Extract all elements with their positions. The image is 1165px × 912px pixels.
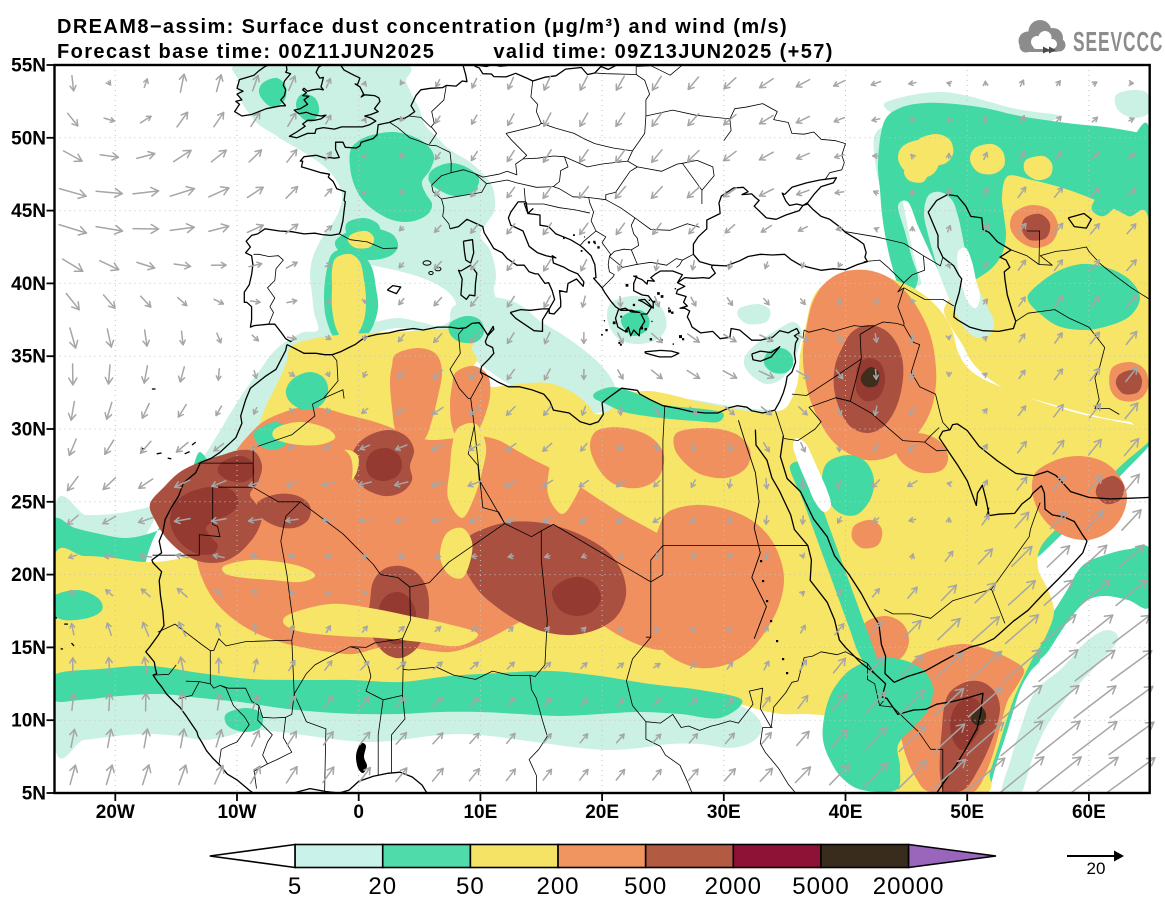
svg-text:0: 0 — [353, 802, 364, 823]
svg-text:20N: 20N — [11, 565, 46, 586]
svg-text:20W: 20W — [96, 802, 135, 823]
svg-text:5000: 5000 — [792, 873, 849, 900]
svg-text:25N: 25N — [11, 492, 46, 513]
svg-text:35N: 35N — [11, 347, 46, 368]
svg-text:SEEVCCC: SEEVCCC — [1073, 26, 1163, 57]
svg-text:20E: 20E — [585, 802, 619, 823]
svg-text:20: 20 — [368, 873, 397, 900]
svg-text:55N: 55N — [11, 56, 46, 77]
svg-text:10E: 10E — [463, 802, 497, 823]
svg-text:40E: 40E — [829, 802, 863, 823]
svg-text:5: 5 — [288, 873, 302, 900]
svg-text:50E: 50E — [950, 802, 984, 823]
svg-text:20: 20 — [1087, 859, 1106, 878]
svg-text:5N: 5N — [22, 784, 46, 805]
svg-text:20000: 20000 — [873, 873, 945, 900]
svg-text:DREAM8−assim: Surface dust con: DREAM8−assim: Surface dust concentration… — [57, 16, 788, 38]
svg-text:50N: 50N — [11, 128, 46, 149]
svg-text:500: 500 — [624, 873, 667, 900]
svg-text:60E: 60E — [1072, 802, 1106, 823]
svg-text:30E: 30E — [707, 802, 741, 823]
svg-text:10W: 10W — [217, 802, 256, 823]
svg-text:10N: 10N — [11, 711, 46, 732]
svg-text:15N: 15N — [11, 638, 46, 659]
svg-text:200: 200 — [536, 873, 579, 900]
svg-text:2000: 2000 — [705, 873, 762, 900]
svg-text:45N: 45N — [11, 201, 46, 222]
svg-text:40N: 40N — [11, 274, 46, 295]
svg-text:30N: 30N — [11, 420, 46, 441]
svg-text:50: 50 — [456, 873, 485, 900]
